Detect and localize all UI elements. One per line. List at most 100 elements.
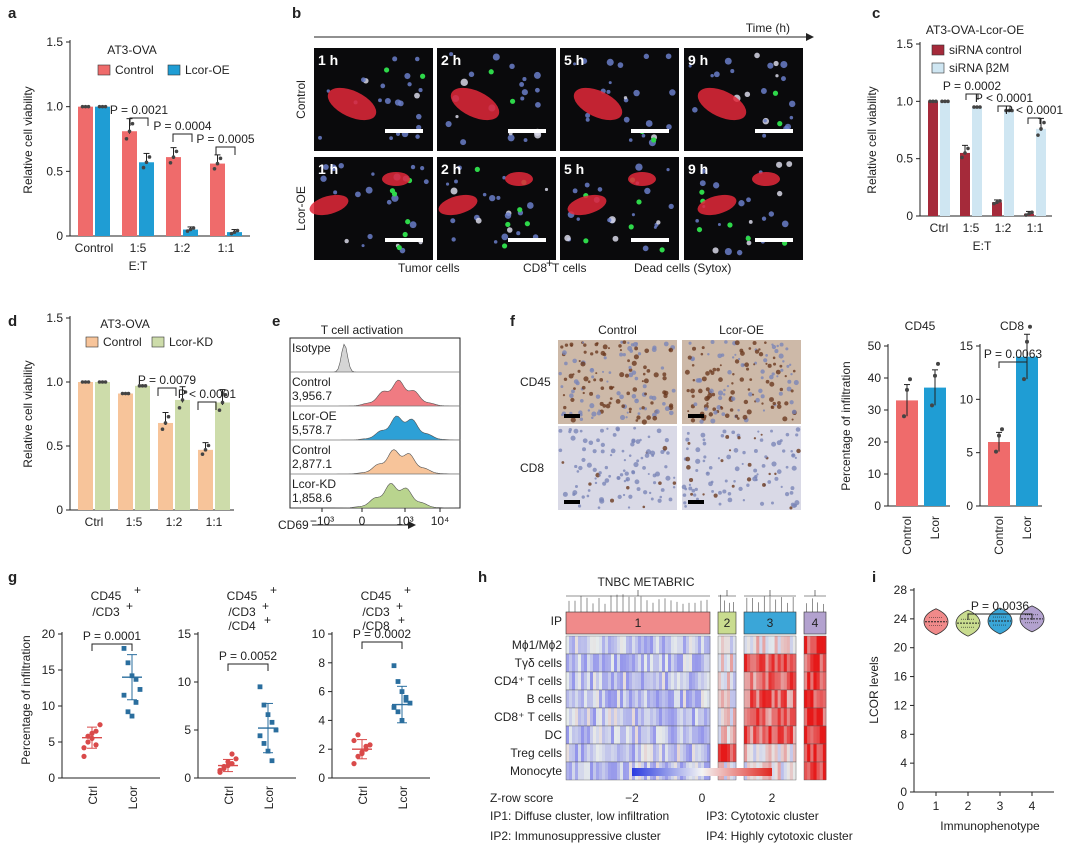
panel-b-t-cell [776, 161, 783, 168]
panel-h-heat-cell [644, 672, 648, 690]
panel-a-point [171, 155, 176, 159]
panel-h-heat-cell [704, 636, 708, 654]
panel-h-heat-cell [786, 636, 791, 654]
panel-h-heat-cell [768, 690, 772, 708]
panel-a-point [174, 149, 179, 154]
panel-f-stained-cell [687, 410, 690, 413]
panel-h-heat-cell [747, 672, 751, 690]
panel-f-stained-cell [569, 393, 574, 399]
panel-d-point [223, 392, 228, 397]
panel-h-heat-cell [816, 762, 821, 780]
panel-h-heat-cell [584, 726, 588, 744]
panel-b-t-cell [409, 221, 417, 229]
panel-d-y-tick-label: 1.5 [46, 311, 63, 325]
panel-h-heat-cell [762, 690, 766, 708]
panel-f-stained-cell [739, 377, 745, 382]
panel-b-dead-cell [727, 222, 733, 228]
panel-f-stained-cell [604, 465, 609, 470]
panel-f-stained-cell [570, 397, 575, 403]
panel-h-heat-cell [747, 654, 751, 672]
panel-h-heat-cell [608, 726, 612, 744]
panel-h-heat-cell [704, 726, 708, 744]
panel-d-y-tick-label: 0 [56, 503, 63, 517]
panel-h-heat-cell [650, 654, 654, 672]
panel-h-heat-cell [650, 690, 654, 708]
panel-h-heat-cell [750, 744, 754, 762]
panel-f-cd45-point [930, 403, 934, 408]
panel-f-stained-cell [579, 417, 584, 421]
panel-f-cd45-bar [896, 400, 918, 506]
panel-h-heat-cell [602, 672, 606, 690]
panel-g-plot2-x-tick-label: Lcor [262, 786, 276, 809]
panel-f-stained-cell [652, 415, 658, 421]
panel-h-heat-cell [632, 636, 636, 654]
panel-h-heat-cell [665, 690, 669, 708]
panel-f-stained-cell [623, 479, 627, 483]
panel-g-plot3-y-tick-label: 0 [318, 771, 325, 785]
panel-i-ylabel: LCOR levels [867, 656, 881, 723]
panel-f-stained-cell [746, 483, 750, 487]
panel-f-stained-cell [726, 454, 732, 460]
panel-h-heat-cell [596, 762, 600, 780]
panel-h-heat-cell [668, 744, 672, 762]
panel-e-row-value: 2,877.1 [292, 457, 332, 471]
panel-b-t-cell [367, 233, 373, 240]
panel-f-stained-cell [753, 437, 757, 440]
panel-h-heat-cell [683, 690, 687, 708]
panel-e-xlabel: CD69 [278, 518, 309, 532]
panel-h-heat-cell [578, 744, 582, 762]
panel-f-stained-cell [744, 362, 749, 368]
panel-d-point [103, 380, 108, 384]
panel-f-stained-cell [790, 449, 793, 453]
panel-a-bar [210, 163, 225, 236]
panel-b-t-cell [450, 187, 458, 195]
panel-g-plot3-y-tick-label: 10 [312, 627, 326, 641]
panel-f-stained-cell [673, 476, 676, 479]
panel-f-stained-cell [626, 391, 631, 396]
panel-h-heat-cell [611, 690, 615, 708]
panel-c-point [931, 99, 935, 104]
panel-f-stained-cell [635, 398, 638, 401]
panel-h-heat-cell [569, 636, 573, 654]
panel-h-heat-cell [677, 636, 681, 654]
panel-b-time-arrowhead [806, 33, 814, 41]
panel-f-stained-cell [606, 427, 609, 430]
panel-h-heat-cell [599, 744, 603, 762]
panel-f-stained-cell [631, 360, 637, 366]
panel-f-cd8-point [1000, 427, 1004, 432]
panel-f-stained-cell [775, 369, 781, 375]
panel-e-letter: e [272, 313, 280, 330]
panel-h-heat-cell [617, 636, 621, 654]
panel-f-stained-cell [754, 474, 758, 479]
panel-f-stained-cell [590, 367, 594, 372]
panel-h-heat-cell [584, 636, 588, 654]
panel-h-heat-cell [662, 690, 666, 708]
panel-g-plot3-title-2: /CD3 [362, 605, 390, 619]
panel-h-heat-cell [572, 672, 576, 690]
panel-f-cd8-x-tick-label: Control [992, 516, 1006, 555]
panel-h-heat-cell [674, 690, 678, 708]
panel-b-t-cell [361, 244, 365, 248]
panel-f-stained-cell [769, 381, 775, 387]
panel-h-heat-cell [750, 708, 754, 726]
panel-h-heat-cell [701, 726, 705, 744]
panel-h-heat-cell [753, 744, 757, 762]
panel-h-heat-cell [804, 636, 808, 654]
panel-g-ylabel: Percentage of infiltration [19, 635, 33, 764]
panel-f-stained-cell [692, 346, 697, 351]
panel-d-point [120, 391, 125, 396]
panel-h-heat-cell [762, 636, 766, 654]
panel-d-bar [135, 385, 150, 510]
panel-h-heat-cell [813, 672, 817, 690]
panel-f-cd8-y-tick-label: 5 [966, 446, 973, 460]
panel-h-heat-cell [733, 636, 737, 654]
panel-b-t-cell [606, 58, 614, 66]
panel-b-dead-cell [405, 219, 411, 225]
panel-h-ip-label: 3 [767, 616, 774, 630]
panel-b-letter: b [292, 5, 301, 22]
panel-b-t-cell [509, 63, 515, 70]
panel-a-bar [78, 106, 93, 237]
panel-b-t-cell [789, 115, 794, 120]
panel-h-heat-cell [783, 744, 788, 762]
panel-f-stained-cell [692, 378, 696, 382]
